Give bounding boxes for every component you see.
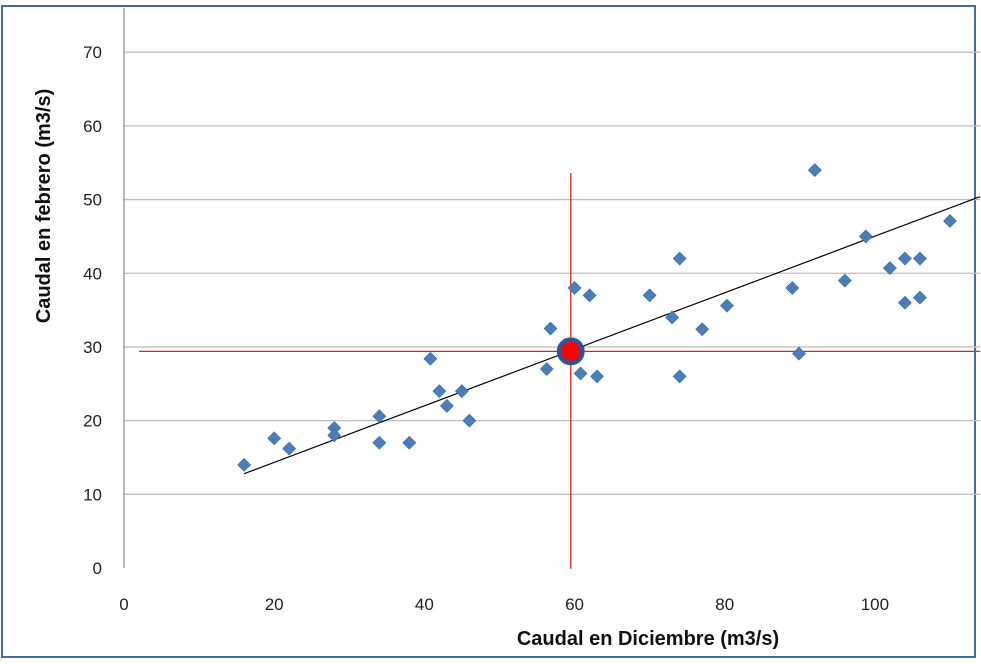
data-point xyxy=(897,295,912,310)
data-point xyxy=(695,322,710,337)
mean-point xyxy=(556,337,585,366)
data-point xyxy=(539,362,554,376)
data-point xyxy=(590,369,604,384)
data-point xyxy=(665,310,680,325)
data-point xyxy=(543,321,558,336)
data-point xyxy=(913,290,927,305)
data-point xyxy=(858,229,873,244)
data-point xyxy=(423,351,438,366)
trendline xyxy=(243,196,981,475)
y-tick-label: 0 xyxy=(93,559,102,578)
x-tick-label: 0 xyxy=(119,595,128,614)
data-point xyxy=(573,366,588,381)
y-tick-label: 20 xyxy=(83,412,102,431)
y-tick-labels: 0 10 20 30 40 50 60 70 xyxy=(83,43,102,578)
x-tick-label: 20 xyxy=(265,595,284,614)
data-points xyxy=(237,163,957,472)
y-tick-label: 30 xyxy=(83,338,102,357)
data-point xyxy=(642,288,657,303)
data-point xyxy=(567,281,582,295)
y-tick-label: 10 xyxy=(83,485,102,504)
x-tick-label: 40 xyxy=(415,595,434,614)
x-tick-label: 60 xyxy=(565,595,584,614)
x-axis-title: Caudal en Diciembre (m3/s) xyxy=(517,628,779,650)
gridlines xyxy=(124,51,980,495)
data-point xyxy=(792,346,806,361)
data-point xyxy=(785,281,800,295)
data-point xyxy=(454,384,469,399)
data-point xyxy=(372,409,387,424)
data-point xyxy=(943,214,957,228)
data-point xyxy=(837,273,852,288)
y-tick-label: 70 xyxy=(83,43,102,62)
y-axis-title: Caudal en febrero (m3/s) xyxy=(33,89,55,324)
data-point xyxy=(913,251,927,266)
data-point xyxy=(672,369,687,384)
x-tick-label: 80 xyxy=(715,595,734,614)
data-point xyxy=(672,251,687,266)
chart-frame xyxy=(1,5,976,658)
y-tick-label: 40 xyxy=(83,264,102,283)
data-point xyxy=(432,384,447,399)
data-point xyxy=(582,288,597,303)
x-tick-labels: 0 20 40 60 80 100 xyxy=(119,595,889,614)
data-point xyxy=(439,398,454,413)
data-point xyxy=(267,431,282,446)
data-point xyxy=(282,441,297,456)
y-tick-label: 60 xyxy=(83,117,102,136)
data-point xyxy=(402,435,417,450)
data-point xyxy=(720,298,734,313)
y-tick-label: 50 xyxy=(83,191,102,210)
mean-point-dot xyxy=(561,341,581,361)
data-point xyxy=(237,457,252,472)
data-point xyxy=(807,163,822,178)
data-point xyxy=(372,435,387,450)
data-point xyxy=(327,428,342,443)
data-point xyxy=(462,413,477,428)
data-point xyxy=(882,261,897,276)
data-point xyxy=(897,251,912,266)
x-tick-label: 100 xyxy=(861,595,889,614)
mean-lines xyxy=(139,173,980,569)
